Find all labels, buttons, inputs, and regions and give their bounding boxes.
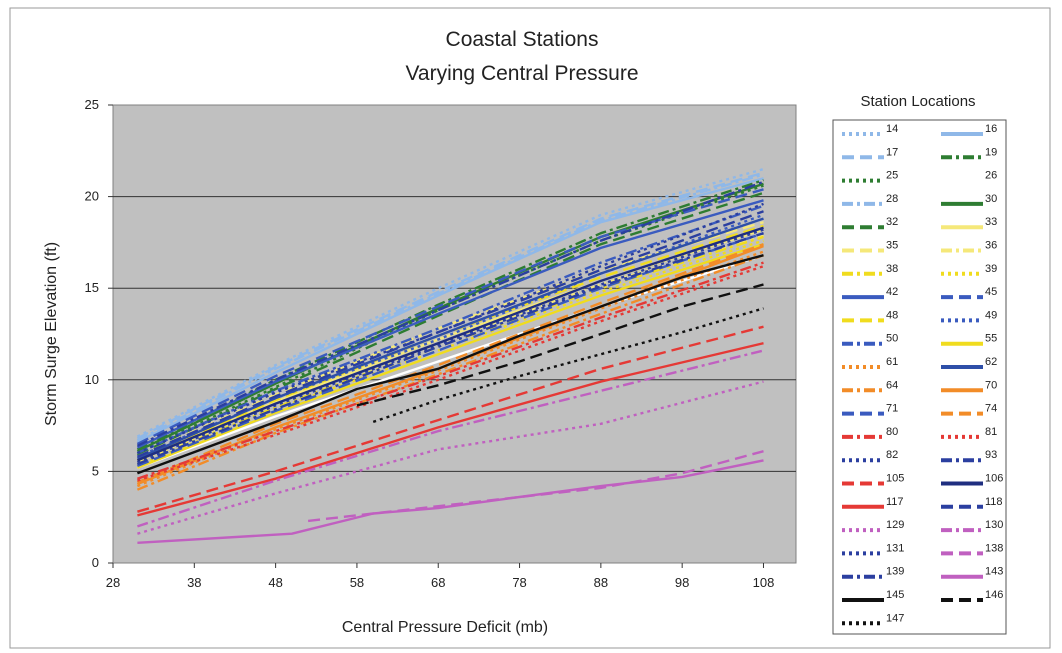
- y-tick-label: 15: [85, 280, 99, 295]
- legend-label-71: 71: [886, 403, 898, 415]
- x-axis-ticks: 28 38 48 58 68 78 88 98 108: [106, 563, 775, 590]
- series-line-117: [137, 342, 764, 517]
- legend-label-106: 106: [985, 473, 1003, 485]
- legend-label-39: 39: [985, 263, 997, 275]
- x-tick-label: 28: [106, 575, 120, 590]
- legend-label-49: 49: [985, 309, 997, 321]
- series-line-28: [136, 173, 764, 442]
- y-tick-label: 10: [85, 372, 99, 387]
- series-line-145: [136, 254, 764, 475]
- x-tick-label: 58: [350, 575, 364, 590]
- legend-label-147: 147: [886, 612, 904, 624]
- x-tick-label: 68: [431, 575, 445, 590]
- legend-label-93: 93: [985, 449, 997, 461]
- series-line-143: [137, 459, 764, 544]
- legend-label-42: 42: [886, 286, 898, 298]
- x-tick-label: 78: [512, 575, 526, 590]
- series-line-17: [136, 171, 764, 440]
- legend-label-130: 130: [985, 519, 1003, 531]
- series-line-32: [136, 191, 764, 456]
- x-tick-label: 38: [187, 575, 201, 590]
- legend-label-105: 105: [886, 473, 904, 485]
- y-tick-label: 5: [92, 463, 99, 478]
- legend-label-80: 80: [886, 426, 898, 438]
- legend-label-146: 146: [985, 589, 1003, 601]
- y-tick-label: 0: [92, 555, 99, 570]
- y-axis-ticks: 0 5 10 15 20 25: [85, 97, 113, 570]
- x-tick-label: 108: [753, 575, 775, 590]
- legend-label-45: 45: [985, 286, 997, 298]
- series-line-130: [137, 349, 764, 528]
- legend-title: Station Locations: [860, 93, 975, 110]
- x-tick-label: 88: [594, 575, 608, 590]
- series-line-71: [136, 232, 764, 468]
- legend-label-62: 62: [985, 356, 997, 368]
- y-tick-label: 25: [85, 97, 99, 112]
- x-tick-label: 98: [675, 575, 689, 590]
- legend-label-55: 55: [985, 333, 997, 345]
- legend-label-129: 129: [886, 519, 904, 531]
- y-axis-label: Storm Surge Elevation (ft): [43, 242, 60, 426]
- legend-label-36: 36: [985, 240, 997, 252]
- legend-label-61: 61: [886, 356, 898, 368]
- legend-box: [832, 119, 1007, 635]
- series-line-74: [136, 243, 764, 484]
- legend-label-30: 30: [985, 193, 997, 205]
- legend-label-117: 117: [886, 496, 904, 508]
- legend-label-70: 70: [985, 379, 997, 391]
- series-line-105: [137, 325, 764, 513]
- legend-label-50: 50: [886, 333, 898, 345]
- series-line-129: [137, 380, 764, 535]
- legend-label-82: 82: [886, 449, 898, 461]
- legend-label-81: 81: [985, 426, 997, 438]
- series-line-16: [136, 177, 764, 444]
- legend-label-145: 145: [886, 589, 904, 601]
- legend: 14 16 17 19 25 26 28 30 32 33 35 36 38 39 42 45 48 49 50 55…: [842, 123, 1003, 626]
- legend-label-25: 25: [886, 170, 898, 182]
- series-line-42: [136, 199, 764, 449]
- legend-label-143: 143: [985, 566, 1003, 578]
- series-line-62: [136, 217, 764, 460]
- x-tick-label: 48: [268, 575, 282, 590]
- legend-label-138: 138: [985, 542, 1003, 554]
- chart-subtitle: Varying Central Pressure: [405, 62, 638, 85]
- legend-label-19: 19: [985, 146, 997, 158]
- legend-label-14: 14: [886, 123, 898, 135]
- legend-label-131: 131: [886, 542, 904, 554]
- data-series: [136, 167, 764, 544]
- series-line-131: [136, 202, 764, 455]
- legend-label-64: 64: [886, 379, 898, 391]
- series-line-106: [136, 226, 764, 462]
- series-line-81: [137, 265, 764, 482]
- legend-label-26: 26: [985, 170, 997, 182]
- x-axis-label: Central Pressure Deficit (mb): [342, 619, 548, 636]
- series-line-50: [136, 204, 764, 455]
- y-tick-label: 20: [85, 189, 99, 204]
- series-line-139: [136, 180, 764, 447]
- legend-label-17: 17: [886, 146, 898, 158]
- chart-title: Coastal Stations: [446, 28, 599, 51]
- series-line-30: [136, 182, 764, 453]
- series-line-38: [136, 235, 764, 466]
- series-line-82: [136, 228, 764, 464]
- legend-label-28: 28: [886, 193, 898, 205]
- legend-label-48: 48: [886, 309, 898, 321]
- legend-label-16: 16: [985, 123, 997, 135]
- legend-label-139: 139: [886, 566, 904, 578]
- legend-label-74: 74: [985, 403, 997, 415]
- series-line-147: [372, 307, 764, 424]
- series-line-55: [136, 243, 764, 469]
- legend-label-118: 118: [985, 496, 1003, 508]
- legend-label-32: 32: [886, 216, 898, 228]
- series-line-45: [136, 188, 764, 445]
- legend-label-33: 33: [985, 216, 997, 228]
- series-line-80: [137, 261, 764, 480]
- legend-label-38: 38: [886, 263, 898, 275]
- legend-label-35: 35: [886, 240, 898, 252]
- series-line-93: [136, 232, 764, 466]
- series-line-64: [136, 254, 764, 491]
